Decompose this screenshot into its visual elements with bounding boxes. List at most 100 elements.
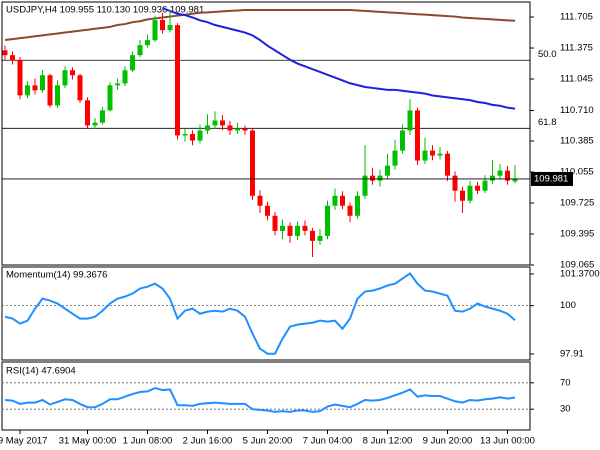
candle-body bbox=[310, 230, 315, 241]
y-tick-label: 111.375 bbox=[560, 43, 593, 54]
candle-body bbox=[85, 100, 90, 126]
candle-body bbox=[422, 150, 428, 161]
y-tick-label: 109.065 bbox=[560, 260, 594, 271]
candle-body bbox=[182, 133, 188, 136]
candle-body bbox=[265, 205, 270, 216]
candle-body bbox=[475, 185, 480, 191]
candle-body bbox=[242, 128, 248, 131]
x-tick-label: 8 Jun 12:00 bbox=[363, 436, 413, 447]
candle-body bbox=[77, 75, 83, 101]
candle-body bbox=[437, 153, 443, 156]
y-tick-label: 101.3700 bbox=[560, 268, 600, 279]
candle-body bbox=[100, 110, 105, 123]
candle-body bbox=[122, 70, 128, 84]
y-tick-label: 110.710 bbox=[560, 105, 594, 116]
candle-body bbox=[10, 55, 15, 61]
candle-body bbox=[257, 195, 263, 206]
y-tick-label: 97.91 bbox=[560, 349, 584, 360]
panel-title: USDJPY,H4 109.955 110.130 109.936 109.98… bbox=[6, 5, 204, 16]
moving-average bbox=[4, 8, 516, 42]
candle-body bbox=[497, 170, 503, 176]
candle-body bbox=[280, 225, 285, 231]
candle-body bbox=[415, 110, 420, 161]
candle-body bbox=[467, 185, 473, 201]
last-price-box bbox=[531, 171, 573, 186]
y-tick-label: 70 bbox=[560, 377, 571, 388]
x-tick-label: 2 Jun 16:00 bbox=[183, 436, 233, 447]
y-tick-label: 30 bbox=[560, 404, 571, 415]
x-tick-label: 29 May 2017 bbox=[0, 436, 47, 447]
level-label: 61.8 bbox=[538, 117, 557, 128]
candle-body bbox=[152, 20, 158, 41]
candle-body bbox=[2, 50, 8, 56]
candle-body bbox=[362, 175, 368, 196]
candle-body bbox=[40, 75, 45, 91]
candle-body bbox=[167, 25, 173, 31]
x-tick-label: 5 Jun 20:00 bbox=[243, 436, 293, 447]
candle-body bbox=[505, 170, 510, 181]
candle-body bbox=[460, 190, 465, 201]
candle-body bbox=[47, 75, 53, 106]
candle-body bbox=[145, 40, 150, 46]
candle-body bbox=[340, 195, 345, 206]
candle-body bbox=[490, 175, 495, 181]
candle-body bbox=[130, 55, 135, 71]
candle-body bbox=[160, 20, 165, 31]
last-price-label: 109.981 bbox=[534, 173, 568, 184]
candle-body bbox=[377, 175, 383, 181]
y-tick-label: 111.705 bbox=[560, 12, 593, 23]
x-tick-label: 1 Jun 08:00 bbox=[123, 436, 173, 447]
y-tick-label: 109.725 bbox=[560, 198, 594, 209]
candle-body bbox=[430, 150, 435, 156]
candle-body bbox=[347, 205, 353, 216]
candle-body bbox=[17, 60, 23, 96]
y-tick-label: 110.055 bbox=[560, 167, 594, 178]
candle-body bbox=[385, 165, 390, 176]
x-tick-label: 7 Jun 04:00 bbox=[303, 436, 353, 447]
panel-title: Momentum(14) 99.3676 bbox=[6, 270, 107, 281]
candle-body bbox=[302, 225, 308, 231]
candle-body bbox=[197, 130, 203, 141]
panel-frame bbox=[1, 361, 531, 431]
y-tick-label: 100 bbox=[560, 300, 576, 311]
candle-body bbox=[287, 225, 293, 236]
candle-body bbox=[317, 235, 323, 241]
candle-body bbox=[32, 85, 38, 91]
candle-body bbox=[212, 120, 218, 126]
candle-body bbox=[137, 45, 143, 56]
candle-body bbox=[62, 70, 68, 86]
x-tick-label: 31 May 00:00 bbox=[59, 436, 117, 447]
candle-body bbox=[250, 130, 255, 196]
candle-body bbox=[55, 85, 60, 106]
candle-body bbox=[400, 130, 405, 151]
candle-body bbox=[512, 178, 518, 182]
candle-body bbox=[220, 120, 225, 126]
panel-title: RSI(14) 47.6904 bbox=[6, 366, 76, 377]
candle-body bbox=[107, 85, 113, 111]
candle-body bbox=[115, 83, 120, 86]
candle-body bbox=[205, 125, 210, 131]
candle-body bbox=[295, 225, 300, 236]
candle-body bbox=[227, 125, 233, 131]
candle-body bbox=[392, 150, 398, 166]
candle-body bbox=[325, 205, 330, 236]
candle-body bbox=[190, 133, 195, 141]
panel-frame bbox=[1, 266, 531, 361]
candle-body bbox=[25, 85, 30, 96]
candle-body bbox=[175, 25, 180, 136]
candle-body bbox=[70, 70, 75, 76]
candle-body bbox=[272, 215, 278, 231]
candle-body bbox=[452, 175, 458, 191]
y-tick-label: 111.045 bbox=[560, 74, 593, 85]
x-tick-label: 9 Jun 20:00 bbox=[423, 436, 473, 447]
candle-body bbox=[332, 195, 338, 206]
level-label: 50.0 bbox=[538, 49, 557, 60]
candle-body bbox=[92, 122, 98, 126]
candle-body bbox=[355, 195, 360, 216]
y-tick-label: 110.385 bbox=[560, 136, 594, 147]
indicator-line bbox=[4, 272, 516, 355]
candle-body bbox=[407, 110, 413, 131]
candle-body bbox=[482, 180, 488, 191]
moving-average bbox=[162, 7, 516, 110]
